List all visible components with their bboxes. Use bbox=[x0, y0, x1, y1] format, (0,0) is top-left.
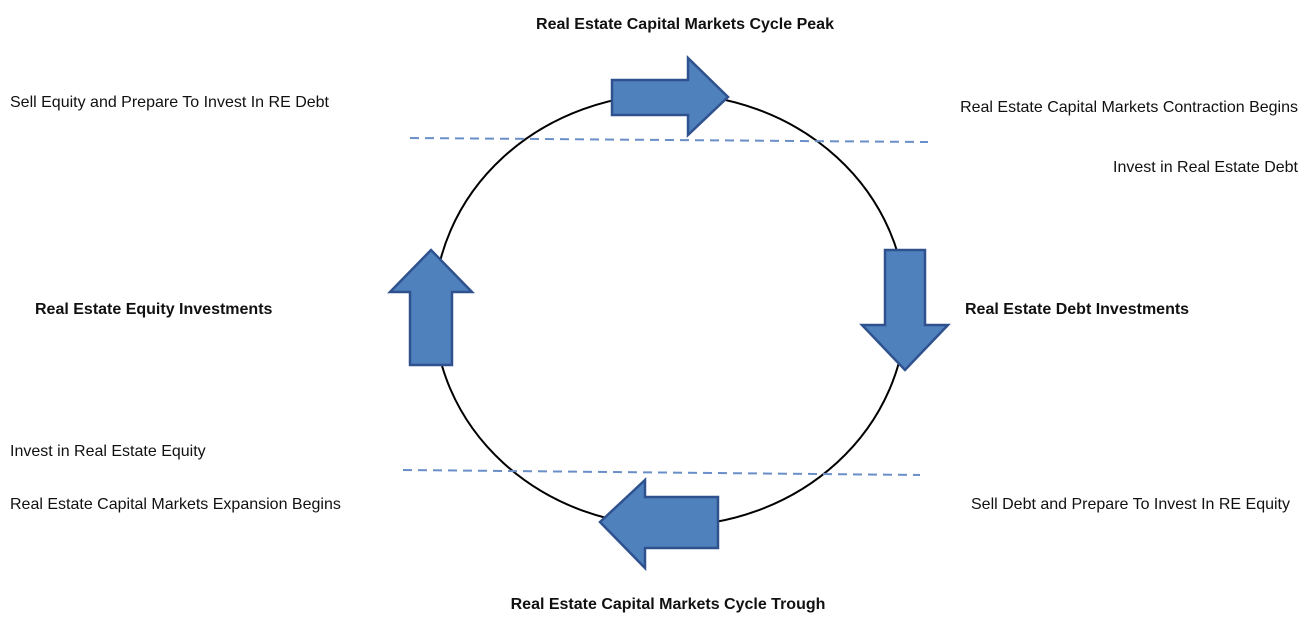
note: Sell Debt and Prepare To Invest In RE Eq… bbox=[971, 496, 1290, 513]
note: Invest in Real Estate Equity bbox=[10, 443, 206, 460]
arrow-down bbox=[859, 248, 951, 372]
arrow-left bbox=[598, 477, 720, 572]
note: Real Estate Capital Markets Expansion Be… bbox=[10, 496, 341, 513]
divider-bottom bbox=[402, 469, 921, 476]
arrow-up bbox=[387, 248, 475, 367]
debt-label: Real Estate Debt Investments bbox=[965, 301, 1189, 318]
trough-label: Real Estate Capital Markets Cycle Trough bbox=[511, 596, 826, 613]
arrow-right bbox=[610, 55, 730, 138]
note: Real Estate Capital Markets Contraction … bbox=[960, 99, 1298, 116]
peak-label: Real Estate Capital Markets Cycle Peak bbox=[536, 16, 834, 33]
cycle-circle bbox=[433, 93, 907, 527]
note: Invest in Real Estate Debt bbox=[1113, 159, 1299, 176]
note: Sell Equity and Prepare To Invest In RE … bbox=[10, 94, 330, 111]
equity-label: Real Estate Equity Investments bbox=[35, 301, 273, 318]
divider-top bbox=[409, 137, 929, 143]
